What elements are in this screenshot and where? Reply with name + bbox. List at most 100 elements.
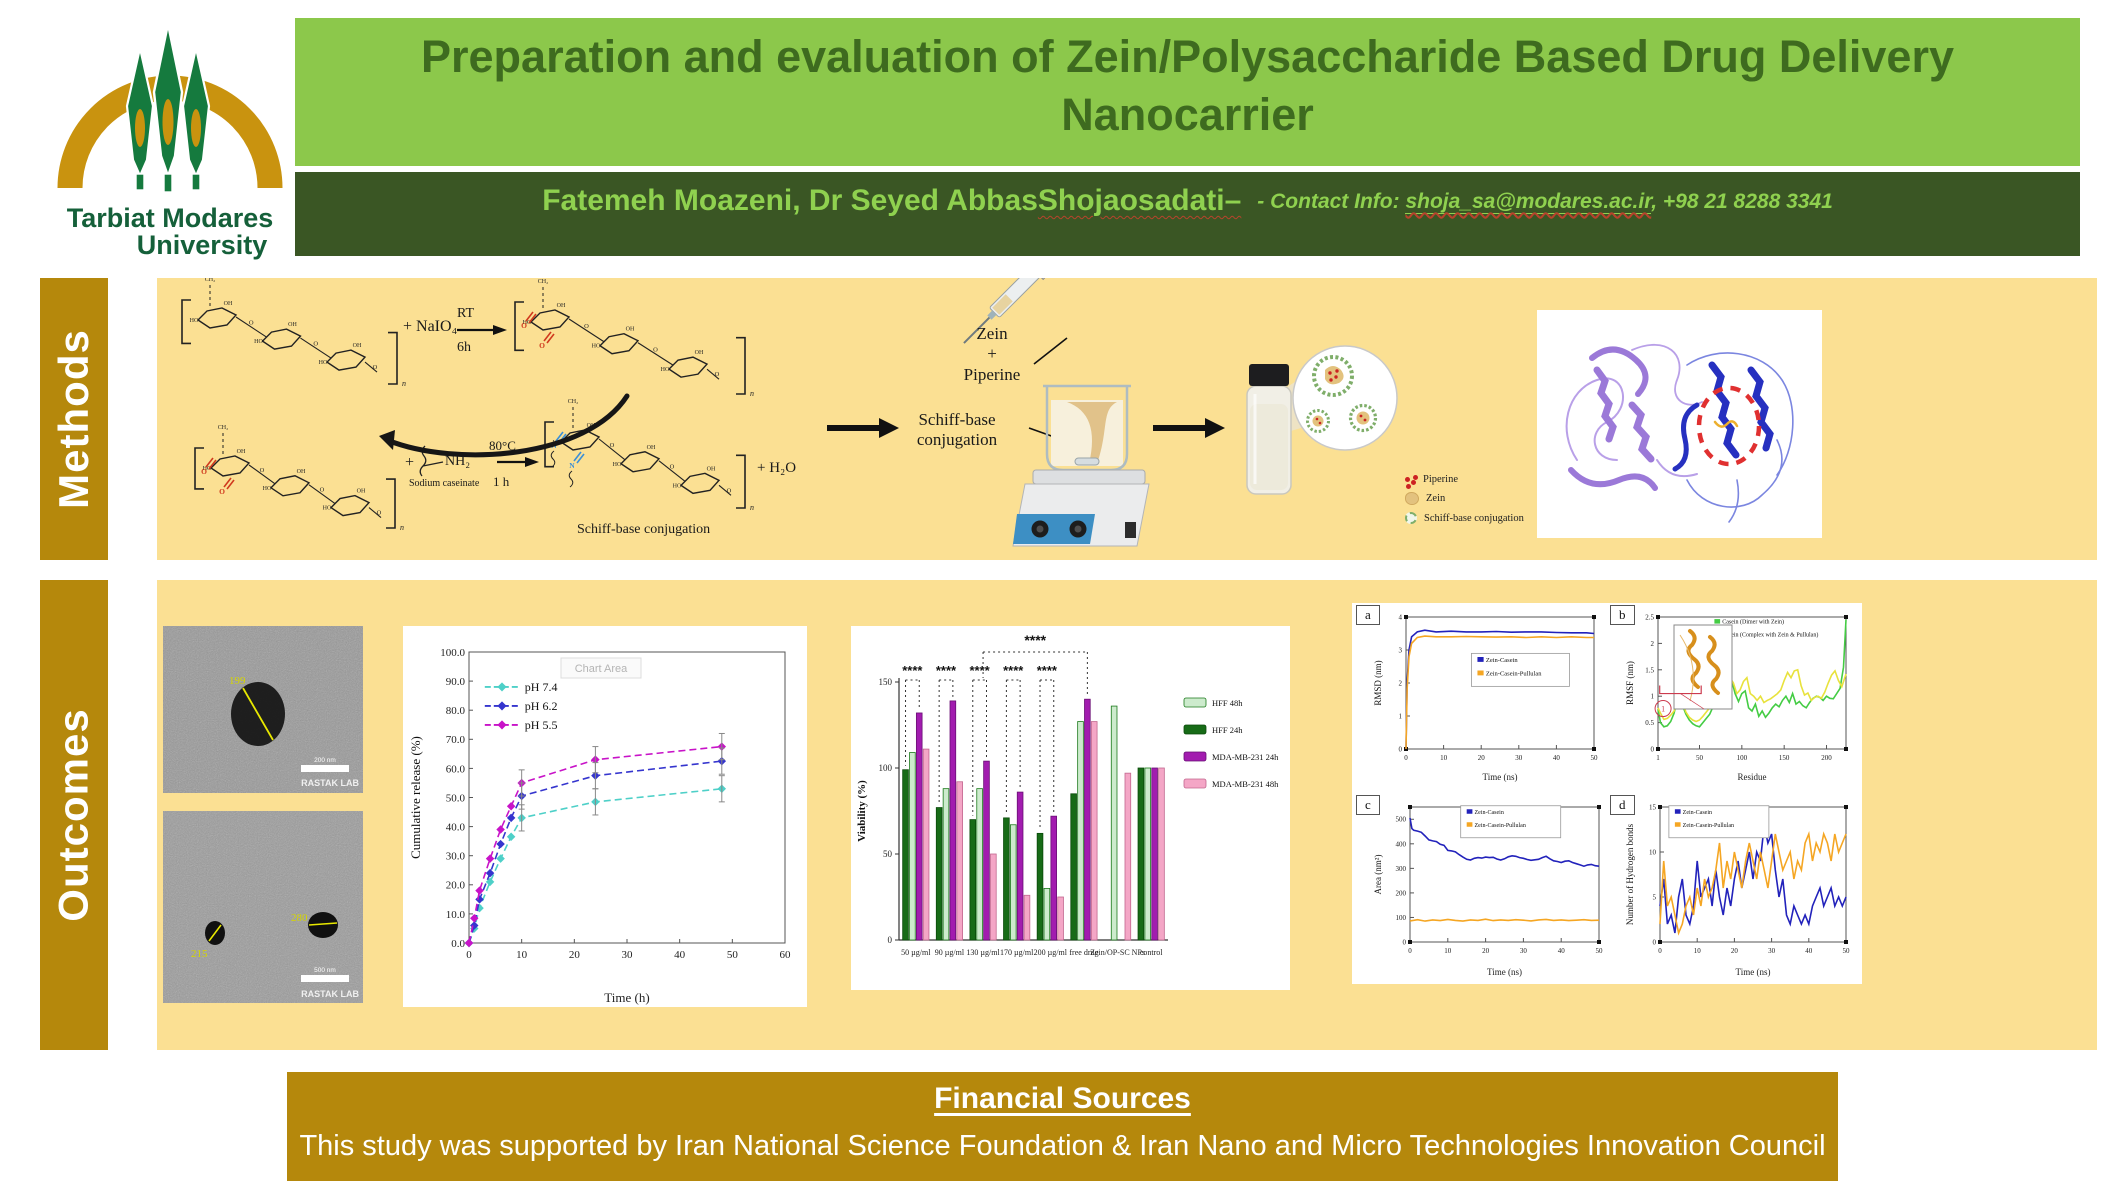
svg-text:10: 10: [1444, 947, 1452, 955]
svg-text:RMSF (nm): RMSF (nm): [1625, 661, 1635, 705]
svg-text:0: 0: [1653, 938, 1657, 946]
svg-text:1: 1: [1399, 712, 1403, 720]
svg-text:30: 30: [1520, 947, 1528, 955]
nanoparticle-magnifier-icon: [1292, 345, 1398, 451]
syringe-icon: [963, 278, 1048, 344]
svg-text:Zein-Casein-Pullulan: Zein-Casein-Pullulan: [1475, 823, 1526, 829]
svg-text:60: 60: [780, 949, 792, 961]
particle-size-label: 215: [191, 948, 208, 960]
svg-text:O: O: [584, 323, 589, 330]
svg-text:****: ****: [902, 663, 923, 678]
svg-text:CH₂: CH₂: [205, 278, 215, 283]
svg-text:pH 7.4: pH 7.4: [525, 680, 558, 694]
piperine-icon: [1405, 477, 1410, 482]
svg-text:HO: HO: [263, 486, 272, 492]
svg-text:****: ****: [1003, 663, 1024, 678]
svg-text:O: O: [373, 364, 378, 371]
svg-text:0: 0: [466, 949, 472, 961]
methods-section-label: Methods: [40, 278, 108, 560]
svg-text:HO: HO: [254, 339, 263, 345]
svg-text:40: 40: [1558, 947, 1566, 955]
reaction-scheme-figure: nOOHHOOOHHOOHHOCH₂OnOOHHOOOHHOOHHOCH₂OOO…: [181, 278, 754, 532]
svg-text:150: 150: [1779, 754, 1790, 762]
svg-text:100.0: 100.0: [440, 647, 465, 659]
scheme-cond-rt: RT: [457, 306, 475, 321]
svg-text:50: 50: [1843, 947, 1851, 955]
particle-size-label: 199: [229, 675, 246, 687]
nanoparticle-tem-icon: [308, 912, 338, 938]
financial-sources-banner: Financial Sources This study was support…: [287, 1072, 1838, 1181]
svg-text:HO: HO: [673, 483, 682, 489]
svg-text:90.0: 90.0: [446, 676, 466, 688]
contact-email-link[interactable]: shoja_sa@modares.ac.ir: [1405, 190, 1652, 214]
svg-text:100: 100: [879, 763, 893, 773]
svg-text:CH₂: CH₂: [218, 425, 228, 431]
svg-text:O: O: [539, 341, 545, 350]
svg-text:pH 6.2: pH 6.2: [525, 699, 558, 713]
logo-text-line2: University: [137, 230, 268, 260]
svg-text:0: 0: [1408, 947, 1412, 955]
rmsf-chart: 1 50 100 150 200 0 0.5 1 1.5 2 2.5 Residue RMSF (nm)…: [1620, 605, 1860, 785]
logo-text-line1: Tarbiat Modares: [67, 203, 274, 233]
svg-text:****: ****: [970, 663, 991, 678]
poster-title: Preparation and evaluation of Zein/Polys…: [295, 18, 2080, 166]
svg-text:150: 150: [879, 677, 893, 687]
authors-text: Fatemeh Moazeni, Dr Seyed Abbas: [542, 184, 1038, 217]
svg-text:200: 200: [1396, 889, 1407, 897]
scheme-sodium-caseinate: Sodium caseinate: [409, 478, 480, 489]
svg-text:n: n: [400, 523, 404, 532]
vial-icon: [1246, 364, 1301, 495]
particle-size-label: 280: [291, 912, 308, 924]
svg-text:0: 0: [1658, 947, 1662, 955]
svg-text:40: 40: [1805, 947, 1813, 955]
svg-text:70.0: 70.0: [446, 734, 466, 746]
svg-text:O: O: [249, 320, 254, 327]
svg-text:control: control: [1140, 948, 1163, 957]
panel-letter-c: c: [1356, 795, 1380, 815]
svg-text:100: 100: [1737, 754, 1748, 762]
svg-text:1: 1: [1661, 705, 1665, 714]
scale-label: 200 nm: [314, 757, 336, 764]
svg-text:170 µg/ml: 170 µg/ml: [1000, 948, 1034, 957]
legend-item-schiff: Schiff-base conjugation: [1405, 512, 1524, 524]
financial-sources-title: Financial Sources: [934, 1082, 1191, 1115]
stirrer-icon: [1012, 469, 1150, 547]
svg-text:Zein/OP-SC NPs: Zein/OP-SC NPs: [1090, 948, 1145, 957]
outcomes-panel: 199 200 nm RASTAK LAB: [157, 580, 2097, 1050]
svg-text:Zein-Casein-Pullulan: Zein-Casein-Pullulan: [1486, 670, 1542, 677]
zein-icon: [1405, 492, 1419, 505]
tem-image-1: 199 200 nm RASTAK LAB: [163, 626, 363, 793]
svg-text:2.5: 2.5: [1645, 613, 1654, 621]
svg-text:OH: OH: [288, 322, 297, 328]
svg-text:50: 50: [1596, 947, 1604, 955]
svg-text:n: n: [402, 379, 406, 388]
financial-sources-text: This study was supported by Iran Nationa…: [299, 1130, 1826, 1162]
svg-text:HO: HO: [319, 360, 328, 366]
svg-text:Area (nm²): Area (nm²): [1373, 855, 1383, 895]
svg-text:130 µg/ml: 130 µg/ml: [966, 948, 1000, 957]
svg-text:50: 50: [1696, 754, 1704, 762]
scheme-reagent-naio4: + NaIO₄: [403, 318, 458, 335]
svg-text:O: O: [521, 321, 527, 330]
svg-text:Zein-Casein-Pullulan: Zein-Casein-Pullulan: [1683, 823, 1734, 829]
svg-text:5: 5: [1653, 893, 1657, 901]
svg-text:200 µg/ml: 200 µg/ml: [1034, 948, 1068, 957]
protein-ribbons-icon: [1565, 344, 1794, 523]
svg-text:0: 0: [1399, 745, 1403, 753]
scheme-nh2: NH₂: [445, 454, 471, 469]
svg-text:HFF 48h: HFF 48h: [1212, 698, 1243, 708]
panel-letter-b: b: [1610, 605, 1635, 625]
scale-label: 500 nm: [314, 967, 336, 974]
svg-text:100: 100: [1396, 914, 1407, 922]
tem-image-2: 215 280 500 nm RASTAK LAB: [163, 811, 363, 1003]
svg-text:50.0: 50.0: [446, 792, 466, 804]
svg-text:O: O: [219, 487, 225, 496]
svg-text:CH₂: CH₂: [568, 399, 578, 405]
svg-text:HO: HO: [190, 318, 199, 324]
svg-text:10.0: 10.0: [446, 909, 466, 921]
svg-text:80.0: 80.0: [446, 705, 466, 717]
scheme-1h: 1 h: [493, 474, 510, 489]
svg-text:2: 2: [1399, 679, 1403, 687]
svg-text:20: 20: [1482, 947, 1490, 955]
svg-text:20: 20: [1731, 947, 1739, 955]
